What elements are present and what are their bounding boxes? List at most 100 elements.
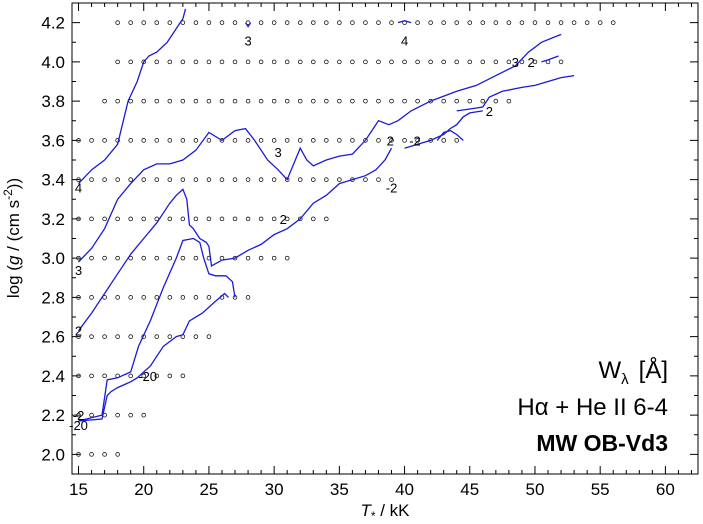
grid-point [128, 20, 133, 25]
grid-point [454, 20, 459, 25]
grid-point [258, 98, 264, 104]
contour-line [541, 55, 559, 63]
grid-point [441, 98, 446, 104]
grid-point [245, 216, 251, 222]
grid-point [89, 177, 94, 182]
contour-line [404, 110, 483, 149]
grid-point [219, 138, 225, 143]
grid-point [584, 20, 590, 25]
grid-point [141, 295, 146, 300]
contour-label: 4 [75, 180, 82, 195]
grid-point [102, 373, 107, 379]
model-grid-points [76, 20, 616, 457]
grid-point [180, 373, 186, 379]
contour-label: -2 [409, 133, 421, 148]
grid-point [102, 138, 107, 143]
grid-point [128, 295, 133, 300]
grid-point [402, 98, 407, 104]
grid-point [271, 177, 277, 182]
grid-point [324, 138, 329, 143]
contour-label: -2 [386, 180, 398, 195]
grid-point [180, 98, 186, 104]
grid-point [324, 20, 329, 25]
grid-point [89, 138, 94, 143]
grid-point [337, 20, 342, 25]
contour-line [244, 22, 252, 28]
grid-point [232, 20, 238, 25]
grid-point [519, 20, 525, 25]
grid-point [245, 177, 251, 182]
grid-point [337, 177, 342, 182]
grid-point [271, 98, 277, 104]
contour-label: 2 [486, 104, 493, 119]
grid-point [350, 59, 355, 65]
contour-line [436, 129, 464, 141]
grid-point [258, 177, 264, 182]
grid-point [415, 20, 420, 25]
grid-point [350, 138, 355, 143]
grid-point [141, 412, 146, 418]
grid-point [532, 59, 538, 65]
contour-label: 2 [527, 55, 534, 70]
grid-point [428, 20, 433, 25]
grid-point [493, 59, 499, 65]
x-tick-label: 40 [395, 480, 414, 499]
grid-point [115, 334, 120, 339]
grid-point [141, 138, 146, 143]
x-tick-label: 45 [460, 480, 479, 499]
grid-point [141, 216, 146, 222]
grid-point [258, 255, 264, 261]
grid-point [128, 59, 133, 65]
grid-point [428, 59, 433, 65]
grid-point [154, 295, 160, 300]
x-tick-label: 50 [526, 480, 545, 499]
y-tick-label: 3.4 [41, 171, 65, 190]
contour-line [78, 237, 236, 422]
grid-point [180, 216, 186, 222]
grid-point [245, 98, 251, 104]
grid-point [389, 59, 394, 65]
grid-point [219, 59, 225, 65]
grid-point [363, 177, 368, 182]
grid-point [363, 59, 368, 65]
grid-point [258, 59, 264, 65]
grid-point [363, 20, 368, 25]
grid-point [89, 216, 94, 222]
grid-point [102, 334, 107, 339]
grid-point [206, 216, 212, 222]
grid-point [154, 98, 160, 104]
grid-point [337, 138, 342, 143]
y-tick-label: 4.0 [41, 53, 65, 72]
y-tick-label: 3.8 [41, 92, 65, 111]
grid-point [324, 216, 329, 222]
grid-point [324, 98, 329, 104]
grid-point [441, 59, 446, 65]
y-tick-label: 2.8 [41, 288, 65, 307]
grid-point [141, 20, 146, 25]
grid-point [193, 334, 199, 339]
grid-point [167, 216, 173, 222]
x-tick-label: 60 [656, 480, 675, 499]
grid-point [350, 20, 355, 25]
grid-point [597, 20, 603, 25]
grid-point [415, 98, 420, 104]
x-tick-label: 35 [330, 480, 349, 499]
grid-point [506, 59, 512, 65]
grid-point [128, 412, 133, 418]
grid-point [271, 138, 277, 143]
y-tick-label: 2.6 [41, 328, 65, 347]
grid-point [128, 334, 133, 339]
grid-point [128, 216, 133, 222]
grid-point [480, 20, 486, 25]
grid-point [571, 20, 577, 25]
grid-point [245, 255, 251, 261]
contour-label: 3 [244, 33, 251, 48]
grid-point [454, 59, 459, 65]
grid-point [154, 20, 160, 25]
contour-label: -20 [138, 369, 157, 384]
grid-point [89, 334, 94, 339]
grid-point [297, 59, 303, 65]
contour-label: 3 [274, 145, 281, 160]
y-tick-label: 3.6 [41, 131, 65, 150]
